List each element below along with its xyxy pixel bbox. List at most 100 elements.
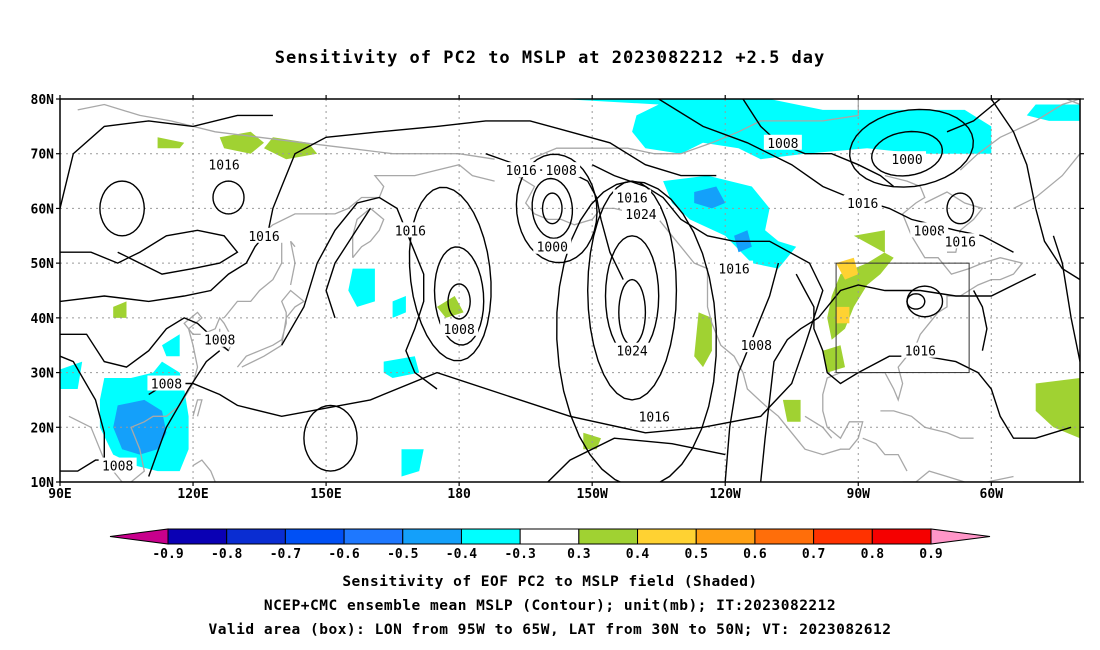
coastline	[880, 410, 974, 439]
colorbar-label: -0.5	[387, 547, 418, 562]
mslp-contour	[795, 273, 1072, 439]
contour-label: 1000	[891, 153, 922, 168]
mslp-contour	[447, 283, 471, 320]
lat-label: 30N	[31, 367, 55, 382]
contour-label: 1016	[945, 235, 976, 250]
sensitivity-patch	[836, 306, 850, 324]
sensitivity-patch	[157, 137, 185, 149]
contour-label-bg	[941, 233, 980, 249]
contour-label: 1016	[847, 197, 878, 212]
mslp-contour	[906, 293, 926, 310]
contour-label: 1024	[616, 345, 647, 360]
colorbar-label: 0.6	[743, 547, 767, 562]
contour-label-bg	[613, 189, 652, 205]
mslp-contours	[60, 99, 1080, 482]
coastline	[352, 207, 385, 259]
colorbar-swatch	[813, 528, 873, 545]
contour-label: 1008	[151, 378, 182, 393]
contour-label: 1008	[443, 323, 474, 338]
colorbar: -0.9 -0.8 -0.7 -0.6 -0.5 -0.4 -0.3 0.3 0.4 0.5 0.6…	[109, 528, 991, 562]
colorbar-swatch	[167, 528, 228, 545]
graticule	[60, 99, 1080, 482]
contour-label: 1000	[537, 241, 568, 256]
sensitivity-patch	[694, 312, 712, 368]
mslp-contour	[515, 153, 598, 264]
lon-label: 90W	[847, 487, 871, 502]
contour-label: 1008	[741, 339, 772, 354]
lat-label: 80N	[31, 93, 55, 108]
caption-line-2: NCEP+CMC ensemble mean MSLP (Contour); u…	[263, 598, 837, 614]
contour-label: 1024	[625, 208, 656, 223]
colorbar-swatch	[402, 528, 462, 545]
contour-label-bg	[205, 156, 244, 172]
colorbar-swatch	[519, 528, 580, 545]
mslp-contour	[60, 120, 717, 303]
contour-label-bg	[542, 162, 581, 178]
mslp-contour	[148, 350, 221, 477]
mslp-contour	[556, 180, 717, 482]
contour-label-bg	[440, 320, 479, 336]
coastline	[924, 191, 984, 253]
coastline	[959, 99, 1080, 171]
sensitivity-patch	[822, 345, 845, 373]
colorbar-label: -0.8	[211, 547, 242, 562]
colorbar-label: -0.9	[152, 547, 183, 562]
lat-label: 20N	[31, 421, 55, 436]
mslp-contour	[531, 177, 574, 240]
coastline	[192, 459, 216, 482]
contour-label-bg	[98, 457, 137, 473]
sensitivity-patch	[437, 296, 464, 318]
lat-label: 50N	[31, 257, 55, 272]
mslp-contour	[303, 404, 358, 472]
valid-area-rectangle	[835, 262, 970, 374]
colorbar-label: 0.3	[567, 547, 590, 562]
mslp-contour	[433, 246, 485, 346]
mslp-contour	[618, 278, 647, 346]
lon-label: 90E	[48, 487, 71, 502]
lon-label: 60W	[980, 487, 1004, 502]
colorbar-swatch	[343, 528, 404, 545]
contour-label-bg	[888, 151, 927, 167]
map-frame	[59, 98, 1081, 483]
colorbar-label: 0.5	[684, 547, 707, 562]
mslp-contour	[990, 99, 1080, 281]
sensitivity-patch	[401, 449, 424, 477]
mslp-contour	[325, 208, 371, 319]
colorbar-label: 0.7	[802, 547, 825, 562]
contour-label-bg	[737, 337, 776, 353]
coastline	[236, 289, 306, 368]
colorbar-swatch	[637, 528, 697, 545]
sensitivity-patch	[162, 334, 180, 357]
contour-label: 1016	[905, 345, 936, 360]
mslp-contour	[946, 192, 975, 225]
coastline	[289, 240, 296, 286]
mslp-contour	[547, 437, 726, 482]
contour-label-bg	[910, 222, 949, 238]
colorbar-swatch	[284, 528, 345, 545]
lat-label: 70N	[31, 148, 55, 163]
mslp-contour	[60, 355, 105, 461]
colorbar-label: -0.7	[270, 547, 301, 562]
colorbar-swatch	[226, 528, 286, 545]
mslp-contour	[60, 114, 273, 209]
mslp-contour	[60, 229, 239, 275]
coastline	[902, 470, 1014, 482]
sensitivity-patch	[348, 268, 375, 307]
mslp-contour	[1052, 235, 1080, 362]
lon-label: 180	[447, 487, 471, 502]
mslp-contour	[604, 235, 660, 357]
contour-label: 1008	[545, 164, 576, 179]
chart-title: Sensitivity of PC2 to MSLP at 2023082212…	[274, 48, 826, 68]
valid-area-box	[835, 262, 970, 374]
contour-label-bg	[200, 331, 239, 347]
sensitivity-patch	[1026, 104, 1080, 121]
mslp-contour	[408, 186, 492, 362]
lon-label: 150W	[577, 487, 608, 502]
contour-label: 1008	[767, 137, 798, 152]
sensitivity-patch	[383, 356, 420, 378]
lat-label: 10N	[31, 476, 55, 491]
colorbar-label: 0.8	[861, 547, 885, 562]
contour-label-bg	[621, 205, 660, 221]
